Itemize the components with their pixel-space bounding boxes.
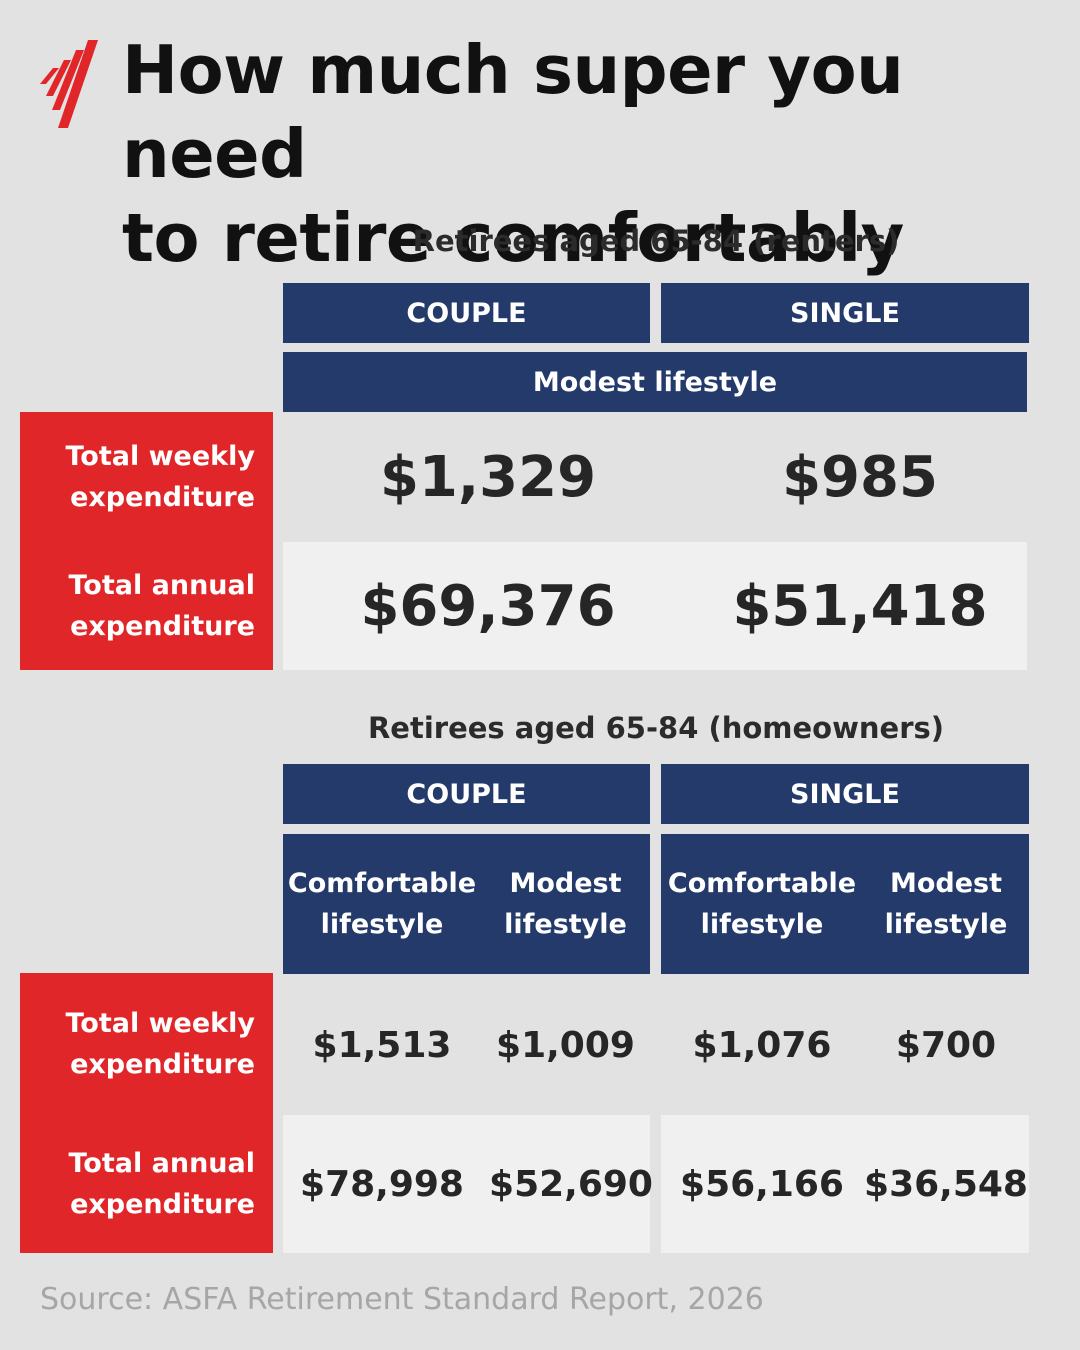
- renters-single-header: SINGLE: [661, 283, 1029, 343]
- homeowners-subtitle: Retirees aged 65-84 (homeowners): [367, 711, 945, 745]
- renters-single-annual: $51,418: [732, 573, 988, 639]
- homeowners-row-labels: Total weekly expenditure Total annual ex…: [20, 973, 273, 1253]
- homeowners-single-subheader: Comfortable lifestyle Modest lifestyle: [661, 834, 1029, 974]
- couple-comfortable-weekly: $1,513: [312, 1024, 452, 1066]
- couple-comfortable-header: Comfortable lifestyle: [287, 868, 477, 940]
- homeowners-couple-header: COUPLE: [283, 764, 650, 824]
- source-note: Source: ASFA Retirement Standard Report,…: [40, 1282, 764, 1317]
- renters-single-weekly: $985: [782, 444, 938, 510]
- homeowners-single-header: SINGLE: [661, 764, 1029, 824]
- single-modest-weekly: $700: [895, 1024, 997, 1066]
- renters-row-labels: Total weekly expenditure Total annual ex…: [20, 412, 273, 670]
- renters-couple-annual: $69,376: [360, 573, 616, 639]
- renters-couple-weekly: $1,329: [379, 444, 597, 510]
- single-modest-header: Modest lifestyle: [884, 868, 1008, 940]
- renters-weekly-label: Total weekly expenditure: [65, 441, 255, 513]
- single-annual-bg: [661, 1115, 1029, 1253]
- couple-annual-bg: [283, 1115, 650, 1253]
- homeowners-annual-label: Total annual expenditure: [68, 1148, 255, 1220]
- renters-annual-row: [283, 542, 1027, 670]
- single-modest-annual: $36,548: [864, 1163, 1028, 1205]
- single-comfortable-header: Comfortable lifestyle: [667, 868, 857, 940]
- single-comfortable-annual: $56,166: [680, 1163, 844, 1205]
- couple-modest-weekly: $1,009: [496, 1024, 635, 1066]
- homeowners-couple-subheader: Comfortable lifestyle Modest lifestyle: [283, 834, 650, 974]
- renters-annual-label: Total annual expenditure: [68, 570, 255, 642]
- couple-modest-header: Modest lifestyle: [504, 868, 627, 940]
- page-title: How much super you need to retire comfor…: [122, 31, 904, 277]
- couple-comfortable-annual: $78,998: [300, 1163, 464, 1205]
- renters-couple-header: COUPLE: [283, 283, 650, 343]
- homeowners-weekly-label: Total weekly expenditure: [65, 1008, 255, 1080]
- single-comfortable-weekly: $1,076: [692, 1024, 832, 1066]
- couple-modest-annual: $52,690: [489, 1163, 653, 1205]
- sbs-logo-icon: [40, 40, 98, 128]
- renters-lifestyle-header: Modest lifestyle: [283, 352, 1027, 412]
- renters-subtitle: Retirees aged 65-84 (renters): [412, 224, 900, 258]
